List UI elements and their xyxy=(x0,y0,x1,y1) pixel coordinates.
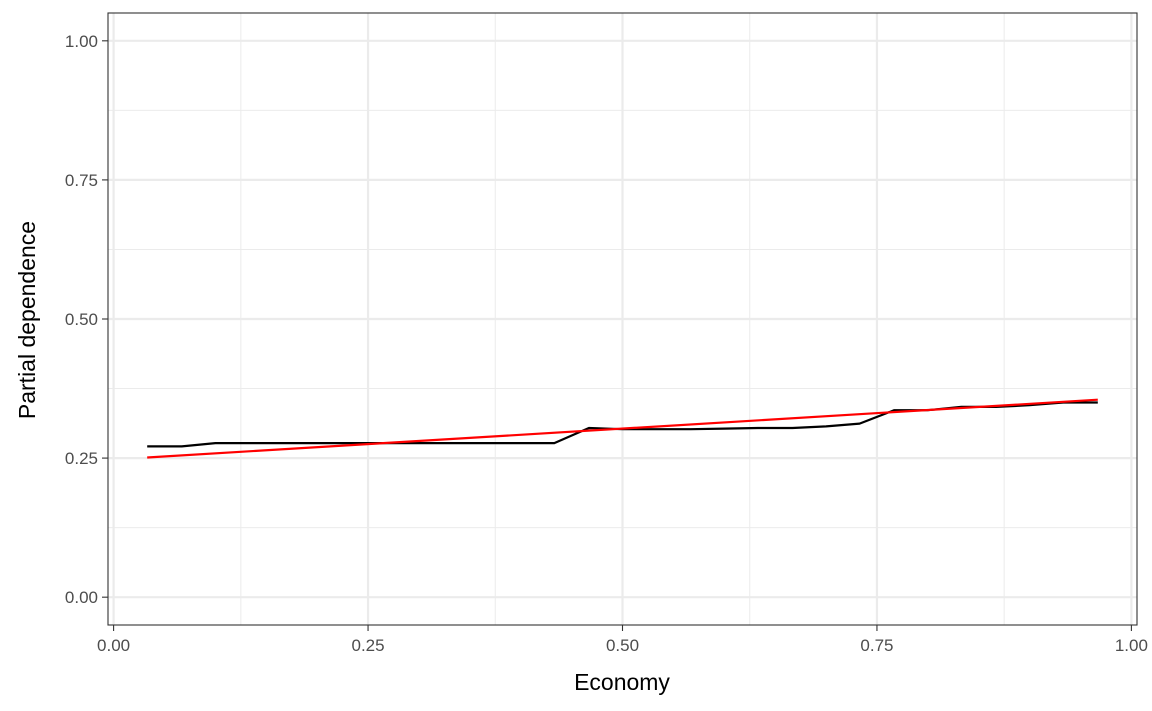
y-axis: 0.00 0.25 0.50 0.75 1.00 xyxy=(65,32,108,607)
y-axis-title: Partial dependence xyxy=(14,221,40,419)
series-line-2 xyxy=(147,398,1098,459)
x-tick-label: 0.50 xyxy=(606,636,639,655)
x-tick-label: 1.00 xyxy=(1115,636,1148,655)
x-axis-title: Economy xyxy=(574,669,670,695)
y-tick-label: 1.00 xyxy=(65,32,98,51)
x-axis: 0.00 0.25 0.50 0.75 1.00 xyxy=(97,625,1148,655)
x-tick-label: 0.00 xyxy=(97,636,130,655)
series-layer xyxy=(147,398,1098,459)
x-tick-label: 0.25 xyxy=(352,636,385,655)
x-tick-label: 0.75 xyxy=(860,636,893,655)
y-tick-label: 0.75 xyxy=(65,171,98,190)
y-tick-label: 0.50 xyxy=(65,310,98,329)
y-tick-label: 0.25 xyxy=(65,449,98,468)
major-gridlines xyxy=(108,13,1137,625)
y-tick-label: 0.00 xyxy=(65,588,98,607)
